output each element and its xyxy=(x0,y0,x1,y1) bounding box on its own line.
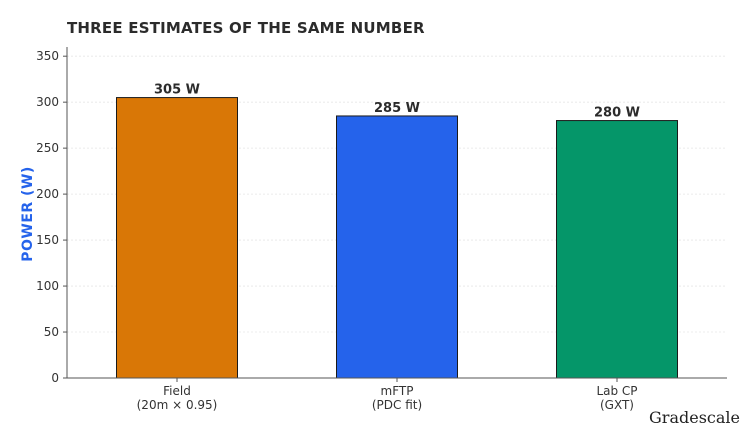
bars: 305 W 285 W 280 W xyxy=(116,83,678,379)
y-tick-label: 300 xyxy=(36,95,59,109)
y-tick-label: 50 xyxy=(44,325,59,339)
y-tick-label: 250 xyxy=(36,141,59,155)
x-tick-label: mFTP xyxy=(381,384,414,398)
bar xyxy=(116,97,238,379)
data-label: 280 W xyxy=(594,106,640,121)
y-tick-label: 0 xyxy=(51,371,59,385)
x-axis-categories: Field(20m × 0.95) mFTP(PDC fit) Lab CP(GXT… xyxy=(137,378,638,412)
y-tick-label: 150 xyxy=(36,233,59,247)
y-tick-label: 350 xyxy=(36,49,59,63)
x-tick-label: (PDC fit) xyxy=(372,398,422,412)
x-tick-label: Lab CP xyxy=(596,384,637,398)
bar xyxy=(336,115,458,379)
y-tick-label: 200 xyxy=(36,187,59,201)
data-label: 285 W xyxy=(374,101,420,116)
x-tick-label: (20m × 0.95) xyxy=(137,398,218,412)
y-axis-ticks: 0 50 100 150 200 250 300 350 xyxy=(36,49,67,385)
y-tick-label: 100 xyxy=(36,279,59,293)
chart-title: THREE ESTIMATES OF THE SAME NUMBER xyxy=(67,19,425,37)
y-axis-label: POWER (W) xyxy=(20,166,36,262)
x-tick-label: Field xyxy=(163,384,191,398)
bar xyxy=(556,120,678,379)
watermark: Gradescale xyxy=(649,408,740,427)
data-label: 305 W xyxy=(154,83,200,98)
x-tick-label: (GXT) xyxy=(600,398,634,412)
